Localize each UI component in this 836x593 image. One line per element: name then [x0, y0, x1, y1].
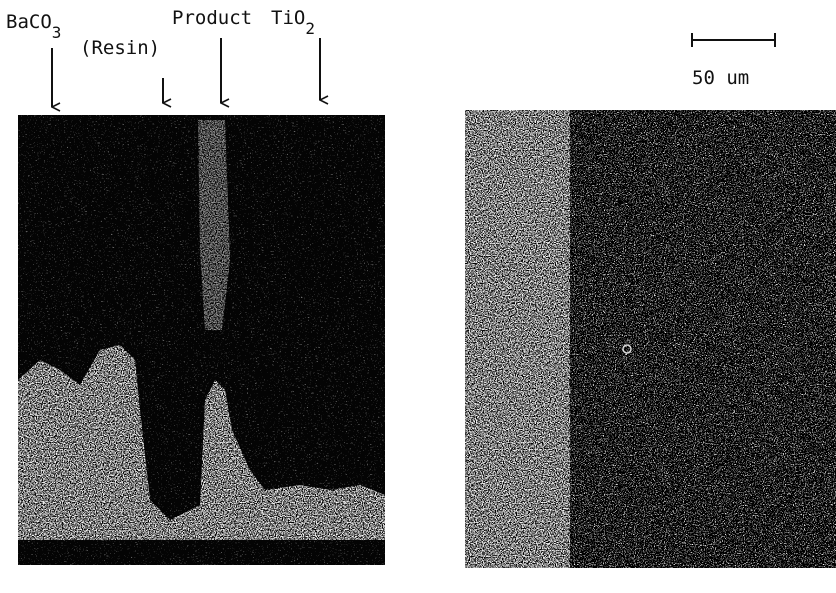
figure: BaCO3 (Resin) Product TiO2 50 um: [0, 0, 836, 593]
right-micrograph: [465, 110, 836, 568]
left-micrograph: [18, 115, 385, 565]
label-subscript: 3: [52, 23, 62, 42]
label-baco3: BaCO3: [6, 11, 61, 42]
label-resin: (Resin): [80, 37, 160, 59]
label-product: Product: [172, 7, 252, 29]
label-text: BaCO: [6, 11, 52, 33]
dense-region: [465, 110, 570, 568]
label-tio2: TiO2: [271, 7, 315, 38]
scale-bar: 50 um: [692, 33, 775, 89]
label-text: TiO: [271, 7, 305, 29]
scale-label: 50 um: [692, 67, 749, 89]
label-subscript: 2: [305, 19, 315, 38]
